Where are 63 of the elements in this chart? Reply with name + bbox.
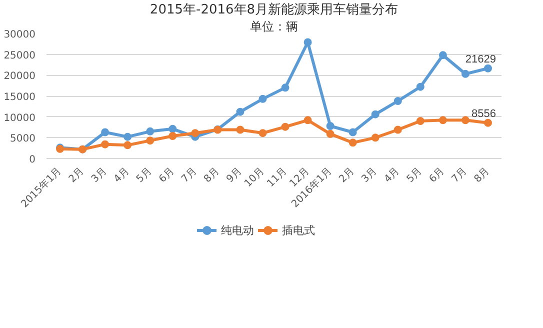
x-tick-label: 9月 [224, 166, 244, 185]
point [484, 118, 492, 127]
point [416, 117, 424, 125]
legend-label: 插电式 [282, 222, 315, 238]
point [394, 97, 402, 105]
point [168, 124, 177, 133]
x-tick-label: 4月 [382, 166, 402, 185]
point [326, 122, 334, 130]
x-tick-label: 3月 [90, 166, 109, 185]
legend-label: 纯电动 [221, 222, 254, 238]
y-tick-label: 5000 [10, 134, 36, 145]
x-tick-label: 2月 [337, 166, 357, 185]
y-tick-label: 25000 [4, 50, 36, 62]
point [146, 127, 154, 136]
point [124, 132, 132, 141]
point [236, 108, 244, 116]
point [348, 128, 357, 136]
point [326, 130, 334, 138]
y-tick-label: 20000 [4, 71, 36, 82]
y-tick-label: 10000 [4, 112, 36, 124]
point [258, 129, 267, 138]
point [124, 141, 132, 150]
point [484, 64, 492, 72]
point [281, 122, 290, 131]
point [304, 116, 312, 124]
point [416, 82, 424, 91]
point [191, 129, 200, 138]
data-label: 21629 [465, 53, 496, 66]
x-tick-label: 6月 [157, 166, 177, 185]
point [461, 70, 470, 78]
x-tick-label: 8月 [472, 166, 492, 185]
y-tick-label: 30000 [4, 30, 36, 40]
x-tick-label: 4月 [112, 166, 132, 185]
point [304, 38, 312, 46]
point [461, 116, 470, 124]
point [258, 94, 267, 103]
x-tick-label: 8月 [202, 166, 222, 185]
point [348, 138, 357, 147]
point [168, 132, 177, 140]
x-tick-label: 3月 [360, 166, 380, 185]
point [438, 116, 447, 124]
y-tick-label: 15000 [4, 92, 36, 103]
x-tick-label: 5月 [404, 166, 424, 185]
x-tick-label: 6月 [427, 166, 447, 185]
x-tick-label: 2月 [67, 166, 86, 185]
point [101, 128, 110, 136]
point [146, 136, 154, 145]
x-tick-label: 10月 [242, 166, 267, 190]
chart-title: 2015年-2016年8月新能源乘用车销量分布 [150, 2, 398, 18]
point [281, 84, 290, 92]
point [371, 110, 380, 118]
x-tick-label: 11月 [265, 166, 290, 190]
point [394, 126, 402, 134]
x-tick-label: 5月 [134, 166, 154, 185]
point [236, 126, 244, 134]
x-tick-label: 7月 [180, 166, 200, 185]
data-label: 8556 [472, 108, 496, 120]
point [438, 51, 447, 60]
point [371, 134, 380, 142]
chart-subtitle: 单位：辆 [250, 20, 298, 34]
x-tick-label: 7月 [450, 166, 470, 185]
point [101, 140, 110, 148]
y-tick-label: 0 [29, 154, 36, 166]
